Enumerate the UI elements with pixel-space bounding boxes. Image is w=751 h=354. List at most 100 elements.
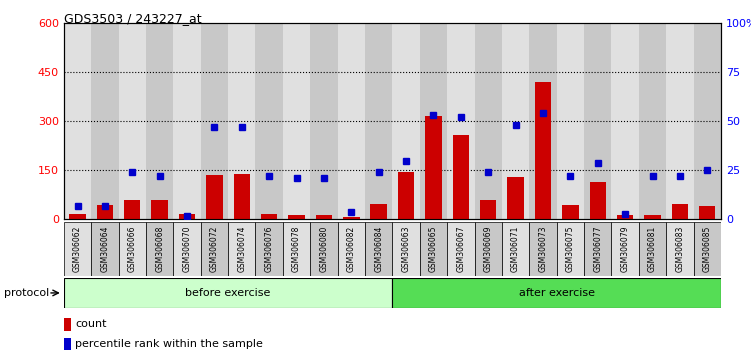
Bar — [617, 215, 633, 219]
Bar — [119, 222, 146, 276]
Bar — [699, 206, 716, 219]
Bar — [584, 23, 611, 219]
Bar — [480, 200, 496, 219]
Text: before exercise: before exercise — [185, 288, 271, 298]
Bar — [64, 23, 91, 219]
Bar — [64, 278, 392, 308]
Bar — [535, 82, 551, 219]
Bar — [91, 23, 119, 219]
Bar — [173, 222, 201, 276]
Text: GSM306072: GSM306072 — [210, 226, 219, 273]
Text: GSM306070: GSM306070 — [182, 226, 192, 273]
Bar — [502, 23, 529, 219]
Text: GSM306068: GSM306068 — [155, 226, 164, 273]
Bar — [234, 174, 250, 219]
Bar — [392, 222, 420, 276]
Bar — [310, 222, 338, 276]
Bar — [124, 200, 140, 219]
Bar — [64, 222, 91, 276]
Bar — [475, 222, 502, 276]
Text: GSM306077: GSM306077 — [593, 226, 602, 273]
Bar — [255, 23, 283, 219]
Text: percentile rank within the sample: percentile rank within the sample — [75, 339, 263, 349]
Bar — [475, 23, 502, 219]
Text: GSM306064: GSM306064 — [101, 226, 110, 273]
Bar — [694, 222, 721, 276]
Bar — [228, 23, 255, 219]
Bar — [420, 222, 447, 276]
Bar — [370, 204, 387, 219]
Bar — [201, 23, 228, 219]
Text: GSM306085: GSM306085 — [703, 226, 712, 273]
Bar — [69, 213, 86, 219]
Text: GSM306084: GSM306084 — [374, 226, 383, 273]
Text: after exercise: after exercise — [519, 288, 595, 298]
Text: GSM306074: GSM306074 — [237, 226, 246, 273]
Bar — [315, 215, 332, 219]
Text: protocol: protocol — [4, 288, 49, 298]
Bar — [146, 222, 173, 276]
Bar — [447, 222, 475, 276]
Text: GSM306081: GSM306081 — [648, 226, 657, 272]
Text: GSM306076: GSM306076 — [264, 226, 273, 273]
Bar — [392, 23, 420, 219]
Text: GSM306075: GSM306075 — [566, 226, 575, 273]
Text: GSM306063: GSM306063 — [402, 226, 411, 273]
Bar — [529, 23, 556, 219]
Bar — [584, 222, 611, 276]
Bar — [453, 135, 469, 219]
Bar — [261, 213, 277, 219]
Bar — [556, 222, 584, 276]
Bar — [64, 338, 71, 350]
Bar — [611, 222, 639, 276]
Text: GSM306073: GSM306073 — [538, 226, 547, 273]
Bar — [173, 23, 201, 219]
Bar — [146, 23, 173, 219]
Text: GSM306069: GSM306069 — [484, 226, 493, 273]
Bar — [529, 222, 556, 276]
Bar — [508, 177, 524, 219]
Text: GSM306078: GSM306078 — [292, 226, 301, 273]
Bar — [590, 182, 606, 219]
Bar — [179, 213, 195, 219]
Bar — [91, 222, 119, 276]
Bar — [420, 23, 447, 219]
Bar — [639, 222, 666, 276]
Bar — [207, 175, 222, 219]
Text: GSM306067: GSM306067 — [457, 226, 466, 273]
Text: GSM306083: GSM306083 — [675, 226, 684, 273]
Bar — [365, 23, 392, 219]
Bar — [283, 222, 310, 276]
Text: GSM306082: GSM306082 — [347, 226, 356, 272]
Bar — [201, 222, 228, 276]
Text: count: count — [75, 319, 107, 330]
Bar — [562, 205, 578, 219]
Bar — [152, 200, 168, 219]
Bar — [228, 222, 255, 276]
Bar — [666, 23, 694, 219]
Bar — [97, 205, 113, 219]
Bar — [255, 222, 283, 276]
Bar — [639, 23, 666, 219]
Text: GSM306071: GSM306071 — [511, 226, 520, 273]
Bar — [310, 23, 338, 219]
Bar — [694, 23, 721, 219]
Bar — [398, 172, 415, 219]
Bar — [644, 215, 661, 219]
Bar — [64, 318, 71, 331]
Bar — [283, 23, 310, 219]
Bar — [338, 23, 365, 219]
Bar — [392, 278, 721, 308]
Bar — [502, 222, 529, 276]
Text: GDS3503 / 243227_at: GDS3503 / 243227_at — [64, 12, 201, 25]
Text: GSM306079: GSM306079 — [620, 226, 629, 273]
Bar — [447, 23, 475, 219]
Bar — [666, 222, 694, 276]
Bar — [338, 222, 365, 276]
Bar — [425, 116, 442, 219]
Text: GSM306066: GSM306066 — [128, 226, 137, 273]
Bar — [119, 23, 146, 219]
Bar — [611, 23, 639, 219]
Bar — [556, 23, 584, 219]
Bar — [365, 222, 392, 276]
